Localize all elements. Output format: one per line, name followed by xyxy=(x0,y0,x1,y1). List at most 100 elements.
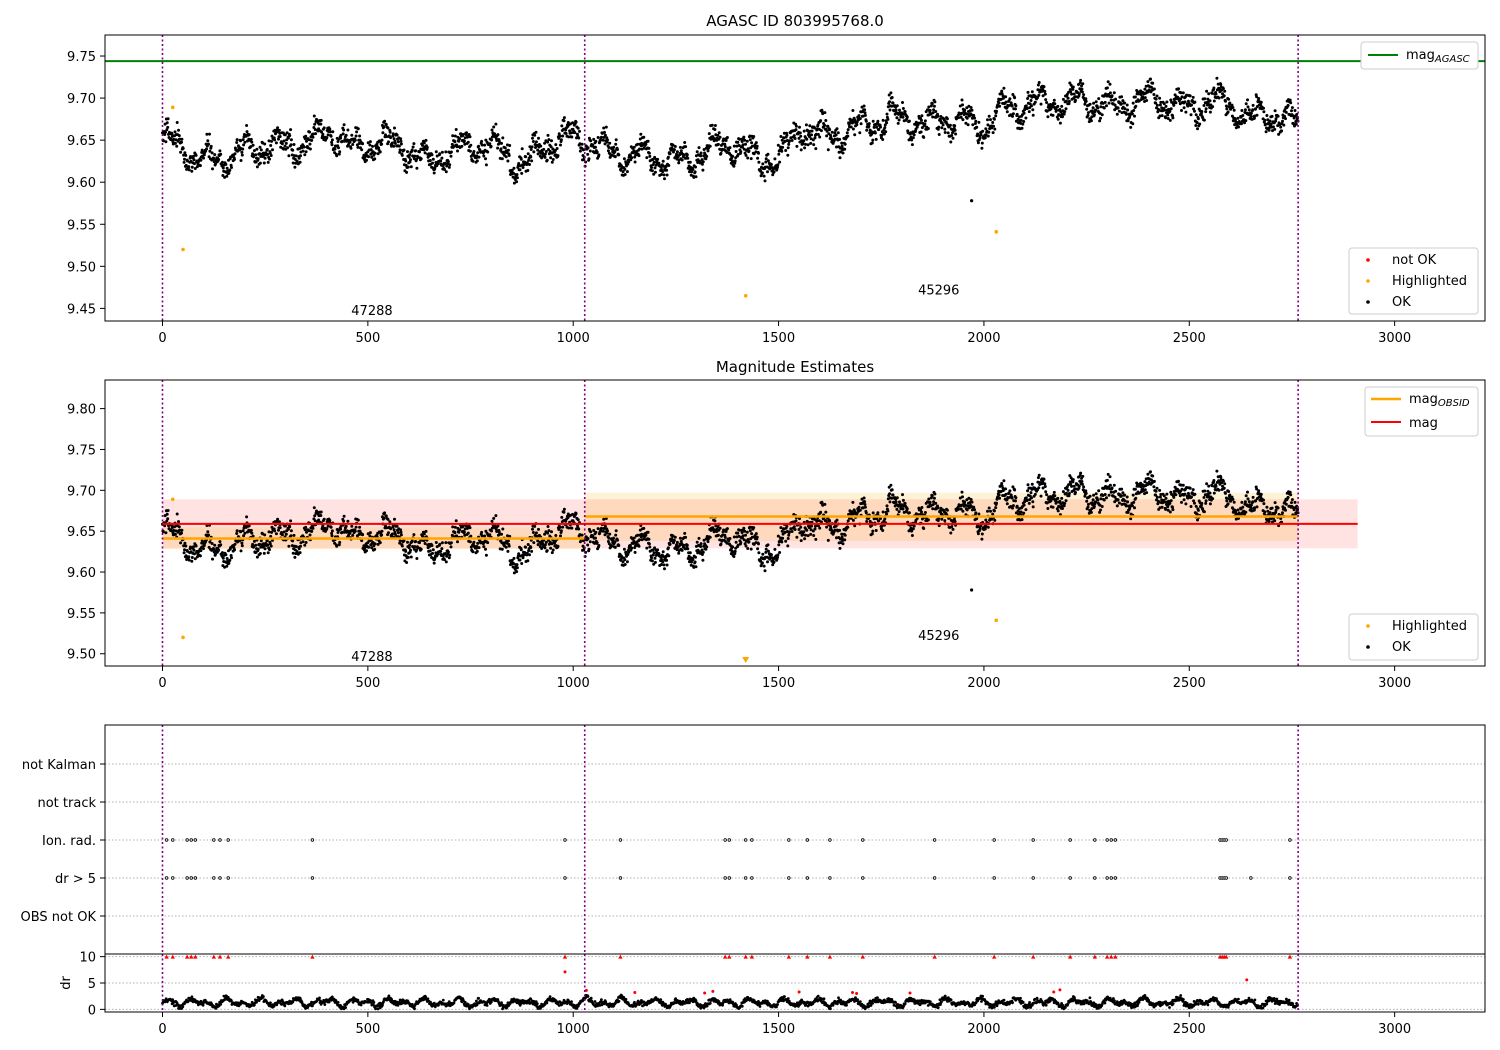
ok-point xyxy=(650,169,654,173)
ok-point xyxy=(994,114,998,118)
ok-point xyxy=(746,547,750,550)
ok-point xyxy=(1063,110,1067,114)
ok-point xyxy=(840,535,844,539)
ok-point xyxy=(677,161,681,165)
ok-point xyxy=(1240,109,1244,112)
ok-point xyxy=(166,117,170,121)
ok-point xyxy=(1129,517,1133,521)
ok-point xyxy=(601,138,605,142)
ok-point xyxy=(1110,486,1114,490)
ok-point xyxy=(169,138,173,142)
ok-point xyxy=(471,159,475,163)
ok-point xyxy=(888,492,892,496)
ok-point xyxy=(1043,482,1047,486)
ok-point xyxy=(1133,506,1136,510)
ok-point xyxy=(755,144,759,148)
ok-point xyxy=(451,525,455,529)
ok-point xyxy=(1262,106,1265,110)
ok-point xyxy=(570,526,574,530)
ok-point xyxy=(251,143,255,147)
ok-point xyxy=(288,525,292,529)
ok-point xyxy=(932,104,936,108)
ok-point xyxy=(211,557,214,561)
ok-point xyxy=(1147,88,1151,92)
ok-point xyxy=(177,134,181,138)
ok-point xyxy=(819,129,823,133)
ok-point xyxy=(1183,100,1187,104)
ok-point xyxy=(559,138,563,142)
ok-point xyxy=(1085,499,1089,503)
ok-point xyxy=(1011,114,1014,118)
ok-point xyxy=(297,156,301,160)
ok-point xyxy=(576,126,580,130)
ok-point xyxy=(1193,100,1197,104)
ok-point xyxy=(587,157,591,161)
ok-point xyxy=(1085,107,1089,111)
ok-point xyxy=(723,142,727,146)
ok-point xyxy=(453,134,457,138)
ok-point xyxy=(504,155,508,159)
ok-point xyxy=(353,529,357,533)
ok-point xyxy=(646,139,650,143)
ok-point xyxy=(1130,112,1134,116)
ok-point xyxy=(799,148,803,152)
ok-point xyxy=(526,152,530,156)
ok-point xyxy=(1056,117,1060,121)
ok-point xyxy=(212,157,216,161)
ok-point xyxy=(1119,494,1123,498)
ok-point xyxy=(1169,107,1173,111)
ok-point xyxy=(912,133,916,137)
agasc-legend-mag: magAGASC xyxy=(1360,41,1479,70)
ok-point xyxy=(218,540,222,544)
ok-point xyxy=(638,137,642,141)
ok-point xyxy=(662,563,666,567)
ok-point xyxy=(229,163,233,167)
ok-point xyxy=(946,131,950,135)
ok-point xyxy=(665,558,669,562)
ok-point xyxy=(356,127,360,131)
ok-point xyxy=(983,136,987,140)
ok-point xyxy=(806,534,810,538)
ok-point xyxy=(1152,93,1156,96)
ok-point xyxy=(1106,472,1110,476)
ok-point xyxy=(413,154,417,158)
ok-point xyxy=(198,554,202,558)
ok-point xyxy=(312,506,316,510)
ok-point xyxy=(440,156,444,160)
ok-point xyxy=(888,100,892,104)
ok-point xyxy=(603,142,607,146)
ok-point xyxy=(445,164,449,168)
ok-point xyxy=(1000,482,1004,485)
ok-point xyxy=(480,143,484,147)
ok-point xyxy=(383,511,387,515)
ok-point xyxy=(963,108,967,112)
ok-point xyxy=(686,547,690,551)
ok-point xyxy=(263,547,267,551)
ok-point xyxy=(333,147,337,151)
ok-point xyxy=(199,158,203,162)
ok-point xyxy=(1224,104,1228,108)
ok-point xyxy=(976,132,980,136)
ok-point xyxy=(1002,86,1006,90)
agasc-axes-frame xyxy=(104,34,1486,322)
ok-point xyxy=(190,165,194,169)
ok-point xyxy=(1037,486,1041,490)
ok-point xyxy=(190,556,194,559)
ok-point xyxy=(914,129,917,133)
ok-point xyxy=(460,144,464,148)
ok-point xyxy=(752,135,756,138)
ok-point xyxy=(490,128,494,132)
ok-point xyxy=(1089,119,1093,123)
ok-point xyxy=(732,555,736,558)
ok-point xyxy=(728,146,732,150)
ok-point xyxy=(526,543,530,546)
ok-point xyxy=(247,133,251,137)
ok-point xyxy=(1282,123,1286,127)
ok-point xyxy=(1221,87,1225,91)
ok-point xyxy=(1204,110,1208,114)
ok-point xyxy=(595,150,599,154)
ok-point xyxy=(390,144,393,148)
ok-point xyxy=(1082,93,1086,97)
ok-point xyxy=(1243,108,1247,112)
